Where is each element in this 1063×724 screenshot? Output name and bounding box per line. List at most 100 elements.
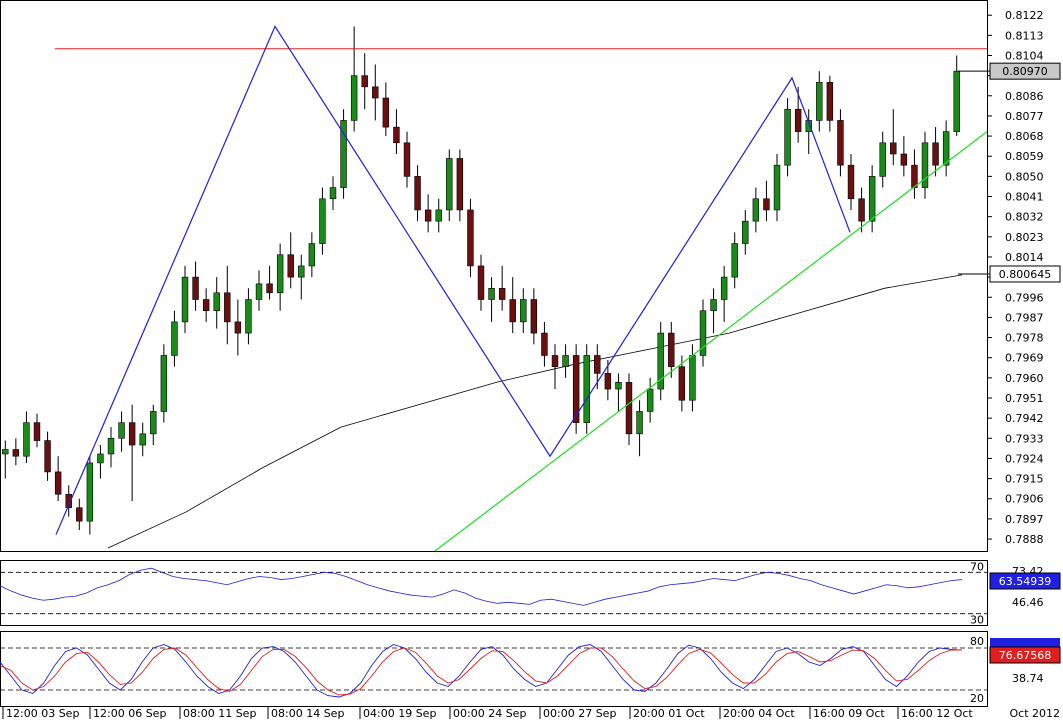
stochastic-main-box: [990, 638, 1060, 647]
rsi-current-label: 63.54939: [999, 575, 1052, 588]
candle-up: [446, 158, 453, 211]
price-tick-label: 0.8041: [1005, 191, 1044, 204]
price-tick-label: 0.8050: [1005, 170, 1044, 183]
price-tick-label: 0.8059: [1005, 150, 1044, 163]
time-tick-label: 08:00 14 Sep: [271, 707, 344, 720]
price-panel: 0.81220.81130.81040.80950.80860.80770.80…: [0, 0, 1061, 552]
price-tick-label: 0.7924: [1005, 452, 1044, 465]
time-tick-label: 12:00 06 Sep: [93, 707, 166, 720]
candle-down: [678, 366, 686, 401]
price-tick-label: 0.7987: [1005, 311, 1044, 324]
candle-up: [276, 254, 284, 294]
price-tick-label: 0.7960: [1005, 372, 1044, 385]
candle-down: [372, 86, 379, 99]
zigzag-wave-line: [55, 25, 851, 535]
price-tick-label: 0.8014: [1005, 251, 1044, 264]
candle-up: [319, 198, 326, 244]
rsi-axis-label: 46.46: [1012, 596, 1044, 609]
candle-down: [424, 209, 432, 222]
candle-up: [615, 382, 622, 390]
price-tick-label: 0.7996: [1005, 291, 1044, 304]
candle-down: [625, 382, 633, 435]
rsi-level-label: 70: [970, 560, 984, 573]
candle-up: [213, 292, 220, 311]
candle-up: [181, 276, 189, 323]
candle-down: [794, 108, 802, 132]
price-tick-label: 0.8032: [1005, 211, 1044, 224]
stochastic-axis-label: 38.74: [1012, 672, 1044, 685]
candle-down: [900, 153, 908, 166]
candle-down: [287, 254, 294, 278]
price-tick-label: 0.7906: [1005, 493, 1044, 506]
stochastic-lines: 80 20 38.74 76.67568: [0, 635, 1061, 705]
time-tick-label: 00:00 27 Sep: [543, 707, 616, 720]
candle-down: [498, 288, 506, 300]
stochastic-panel: 80 20 38.74 76.67568: [0, 631, 1061, 707]
time-tick-label: 16:00 12 Oct: [901, 707, 973, 720]
price-tick-label: 0.8086: [1005, 90, 1044, 103]
price-tick-label: 0.8068: [1005, 130, 1044, 143]
time-tick-label: 20:00 04 Oct: [723, 707, 795, 720]
candle-up: [160, 355, 168, 412]
candle-down: [234, 321, 242, 334]
candle-down: [858, 198, 865, 222]
candle-down: [65, 493, 72, 509]
candle-up: [308, 243, 316, 267]
price-tick-label: 0.7933: [1005, 432, 1044, 445]
candle-down: [266, 283, 273, 294]
candle-down: [551, 355, 559, 367]
time-tick-label: 08:00 11 Sep: [183, 707, 256, 720]
candle-down: [192, 276, 199, 300]
candle-down: [224, 292, 231, 323]
candle-up: [942, 131, 950, 166]
candle-up: [805, 120, 812, 132]
candle-down: [44, 440, 51, 473]
time-tick-label: 16:00 09 Oct: [813, 707, 885, 720]
candlesticks: [2, 26, 960, 535]
price-tick-label: 0.7915: [1005, 473, 1044, 486]
stochastic-current-label: 76.67568: [999, 649, 1052, 662]
candle-down: [509, 299, 516, 323]
candle-up: [2, 449, 9, 455]
price-tick-label: 0.7942: [1005, 412, 1044, 425]
price-panel-frame: [0, 0, 988, 552]
candle-up: [86, 462, 94, 522]
candle-down: [594, 355, 601, 374]
rsi-current-box: [989, 572, 1061, 590]
rsi-panel-frame: [0, 560, 988, 626]
candle-up: [953, 70, 960, 132]
stochastic-signal-line: [0, 647, 962, 696]
candle-down: [837, 120, 844, 166]
price-tick-label: 0.8077: [1005, 110, 1044, 123]
candle-down: [54, 471, 62, 495]
time-tick-label: 12:00 03 Sep: [6, 707, 79, 720]
candle-down: [477, 265, 485, 300]
candle-up: [784, 108, 791, 166]
candle-up: [921, 142, 929, 188]
candle-up: [879, 142, 886, 177]
moving-average: [107, 274, 963, 549]
candle-up: [742, 220, 749, 244]
time-tick-label: 20:00 01 Oct: [633, 707, 705, 720]
rsi-line: [0, 567, 963, 606]
candle-up: [350, 75, 358, 121]
candle-up: [23, 422, 30, 457]
time-axis: 12:00 03 Sep 12:00 06 Sep 08:00 11 Sep 08:0…: [2, 707, 1060, 720]
price-tick-label: 0.7951: [1005, 392, 1044, 405]
price-tick-label: 0.7978: [1005, 332, 1044, 345]
candle-down: [467, 209, 474, 267]
candle-up: [646, 388, 654, 412]
ma-value-label: 0.800645: [999, 268, 1052, 281]
candle-up: [773, 164, 781, 211]
candle-down: [911, 164, 918, 188]
price-tick-label: 0.7888: [1005, 533, 1044, 546]
candle-up: [329, 187, 337, 200]
time-axis-end-label: Oct 2012: [1009, 707, 1060, 720]
candle-up: [118, 422, 125, 439]
candle-down: [33, 422, 41, 441]
candle-down: [361, 75, 368, 88]
price-tick-label: 0.8023: [1005, 231, 1044, 244]
current-price-box: [989, 62, 1061, 80]
